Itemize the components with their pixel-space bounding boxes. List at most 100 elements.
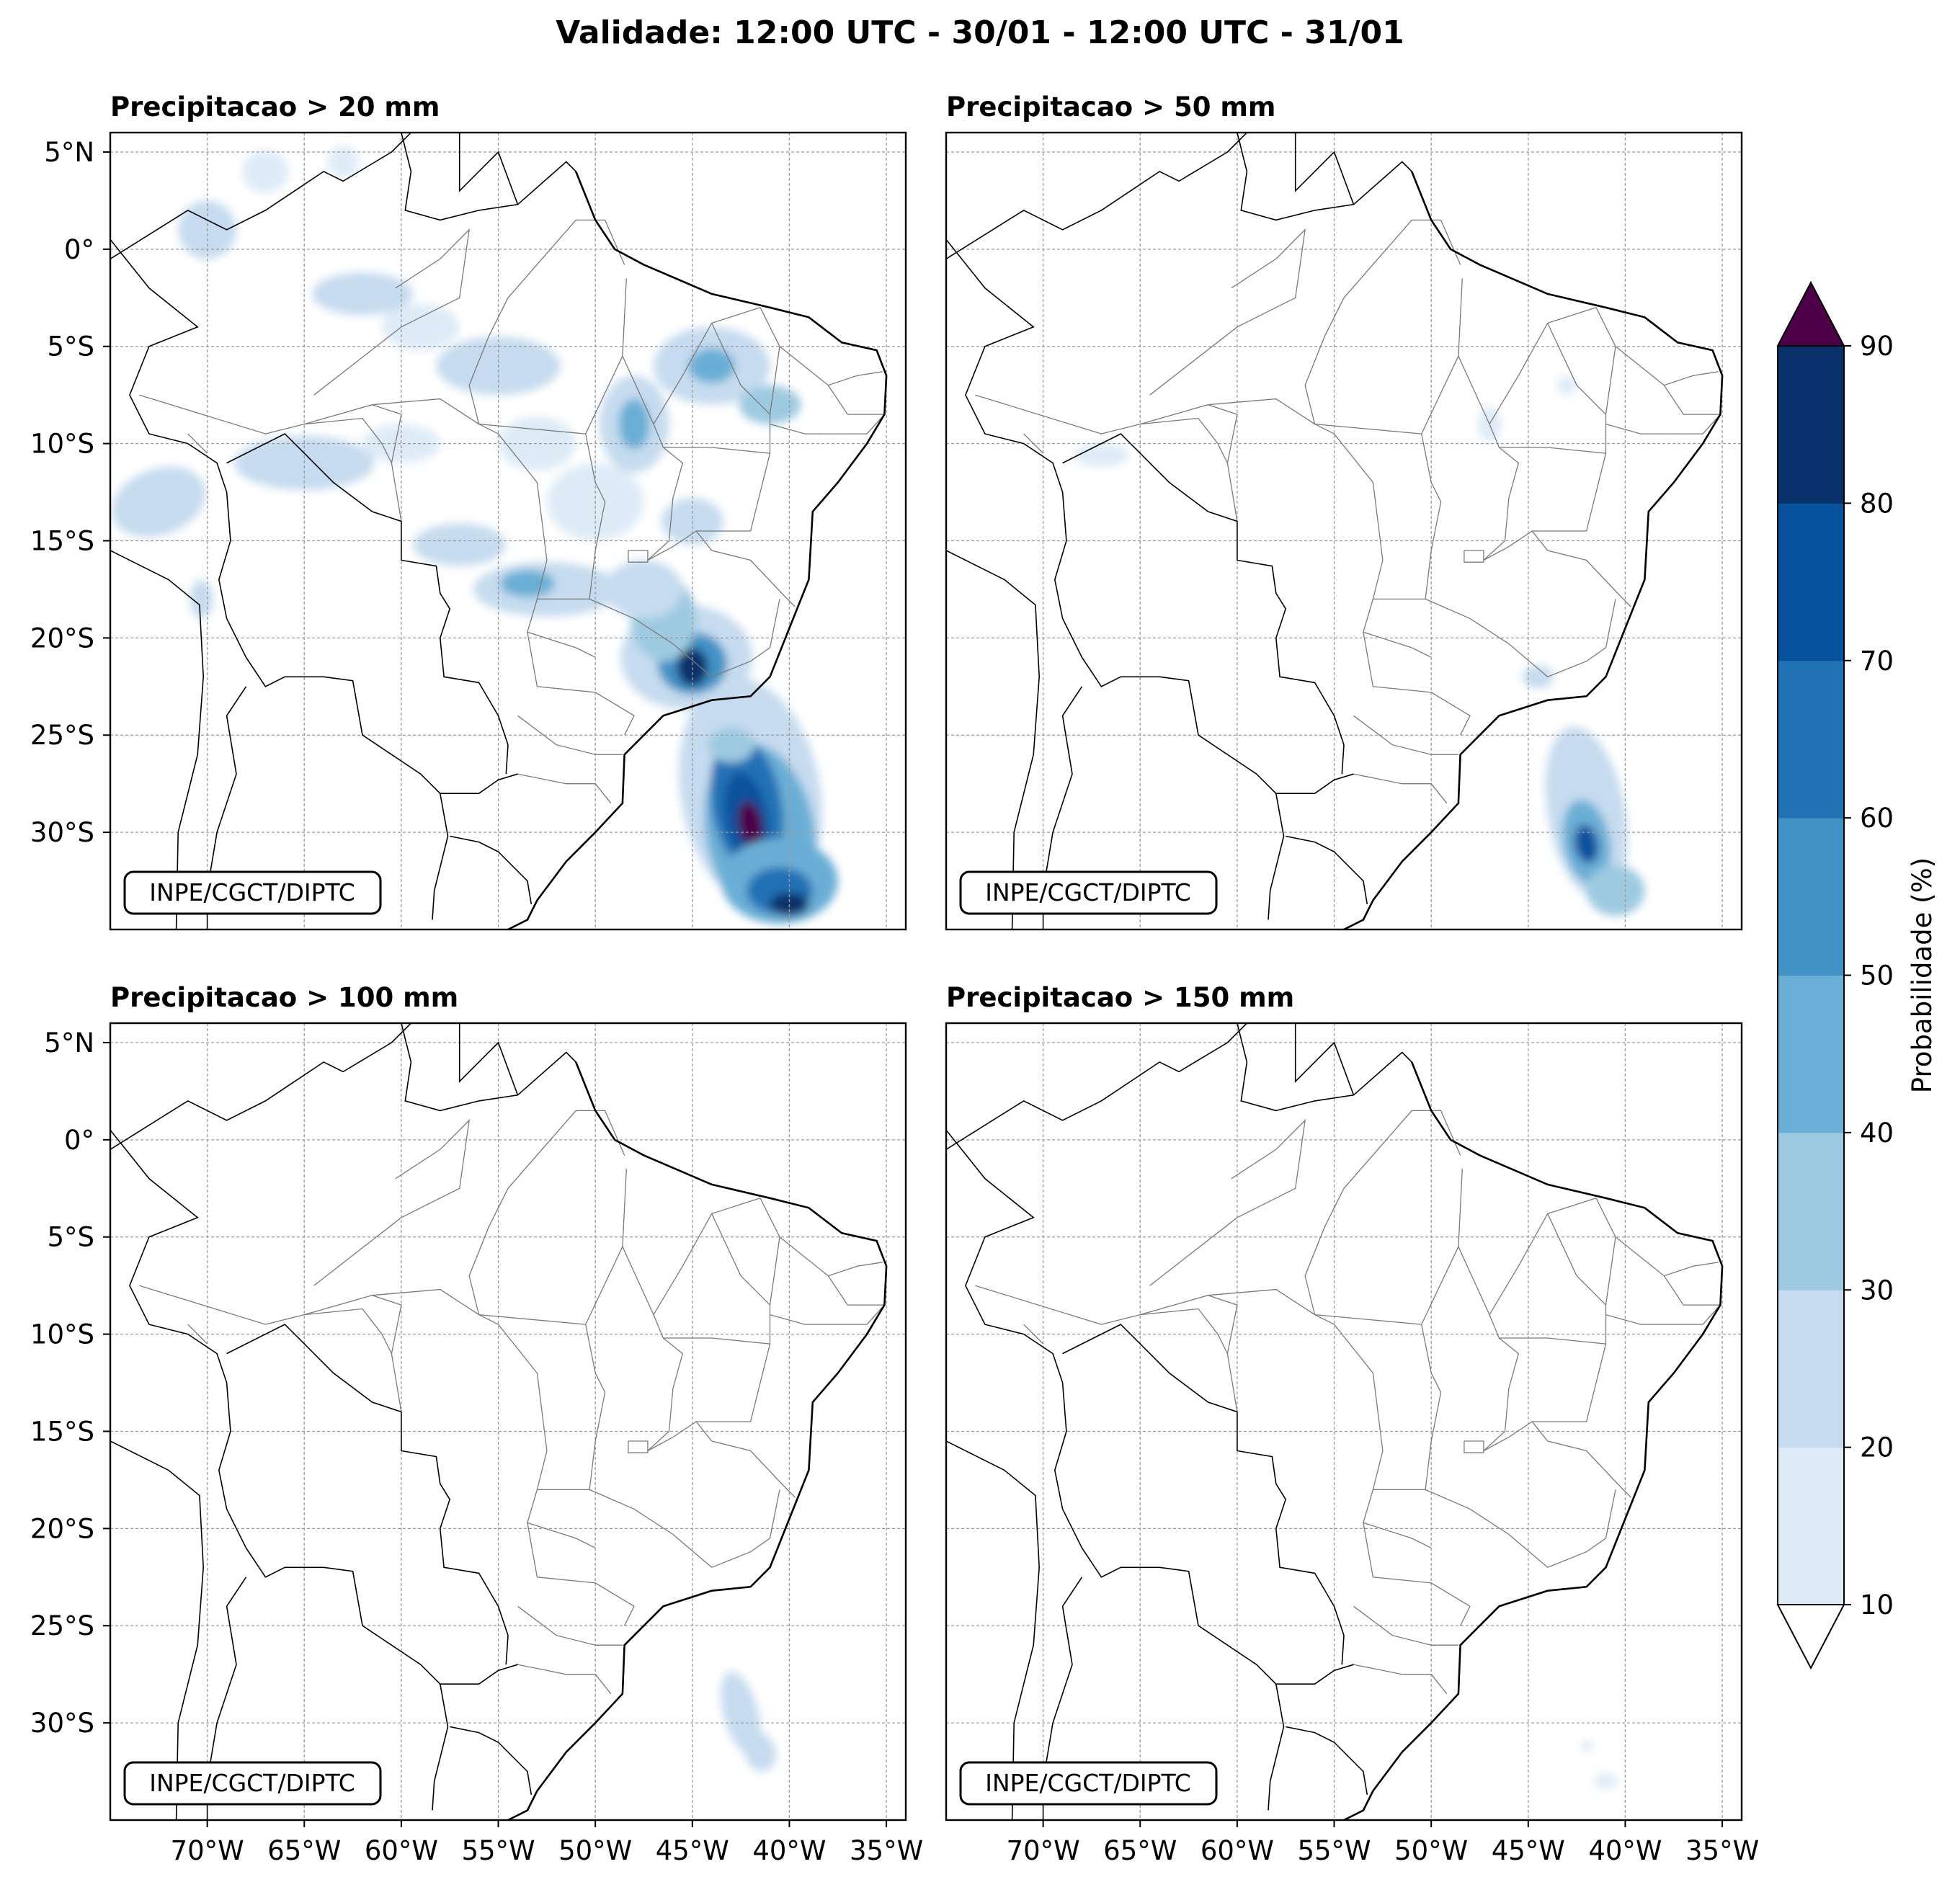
panels-layer: Precipitacao > 20 mm 5°N 0° 5°S 10°S 15°S 20°S… (30, 92, 1759, 1866)
lon-tick-label: 70°W (171, 1835, 244, 1866)
lon-tick-label: 35°W (850, 1835, 923, 1866)
probability-area (500, 569, 555, 597)
colorbar-tick-label: 90 (1860, 331, 1894, 362)
map-frame (945, 1022, 1743, 1822)
lon-tick-label: 50°W (558, 1835, 632, 1866)
lon-tick-label: 70°W (1007, 1835, 1080, 1866)
map-frame (109, 131, 907, 931)
probability-field (1580, 1740, 1618, 1789)
colorbar-segment (1778, 1447, 1844, 1605)
probability-field (721, 1671, 776, 1772)
probability-area (738, 801, 763, 848)
lon-tick-label: 60°W (365, 1835, 438, 1866)
lat-tick-label: 20°S (30, 1513, 94, 1544)
credit-text: INPE/CGCT/DIPTC (985, 1769, 1191, 1797)
credit-box (959, 1761, 1218, 1806)
country-borders (946, 1023, 1412, 1820)
lat-tick-label: 5°S (47, 1222, 94, 1253)
probability-area (605, 560, 683, 619)
lat-tick-label: 15°S (30, 525, 94, 556)
probability-area (190, 579, 213, 619)
panel-title: Precipitacao > 150 mm (946, 982, 1294, 1013)
lat-tick-label: 30°S (30, 817, 94, 848)
map-panel-3: Precipitacao > 100 mm 5°N 0° 5°S 10°S 15°S 20°… (30, 982, 923, 1866)
probability-area (677, 647, 708, 687)
lat-tick-label: 5°S (47, 331, 94, 362)
probability-area (1574, 824, 1599, 864)
probability-area (1580, 1740, 1592, 1752)
lon-tick-label: 35°W (1685, 1835, 1759, 1866)
probability-area (498, 416, 576, 471)
probability-area (1594, 1773, 1618, 1789)
credit-box (123, 870, 382, 915)
probability-area (770, 892, 809, 917)
credit-box (123, 1761, 382, 1806)
gridlines (110, 1023, 906, 1820)
probability-area (1557, 375, 1577, 396)
colorbar-label: Probabilidade (%) (1907, 857, 1938, 1093)
probability-area (112, 466, 206, 538)
probability-area (312, 272, 414, 316)
map-background (110, 1023, 906, 1820)
colorbar-tick-label: 50 (1860, 960, 1894, 991)
probability-area (1586, 865, 1645, 917)
colorbar-tick-label: 40 (1860, 1118, 1894, 1149)
probability-area (381, 303, 460, 351)
lat-tick-label: 5°N (44, 1027, 94, 1058)
gridlines (110, 133, 906, 929)
lat-tick-label: 0° (64, 234, 94, 265)
probability-area (327, 146, 359, 178)
lat-tick-label: 10°S (30, 1319, 94, 1350)
colorbar-extend-min (1776, 1604, 1845, 1670)
lat-tick-label: 10°S (30, 429, 94, 460)
credit-text: INPE/CGCT/DIPTC (149, 1769, 355, 1797)
colorbar-tick-label: 80 (1860, 488, 1894, 519)
credit-text: INPE/CGCT/DIPTC (149, 878, 355, 906)
probability-area (739, 385, 801, 424)
colorbar-segment (1778, 660, 1844, 819)
colorbar-segment (1778, 975, 1844, 1133)
lat-tick-label: 25°S (30, 720, 94, 751)
map-panel-2: Precipitacao > 50 mm INPE/CGCT/DIPTC (945, 92, 1743, 931)
colorbar-segment (1778, 1290, 1844, 1448)
map-panel-1: Precipitacao > 20 mm 5°N 0° 5°S 10°S 15°S 20°S… (30, 92, 907, 931)
lon-tick-label: 40°W (752, 1835, 826, 1866)
colorbar-tick-label: 60 (1860, 803, 1894, 834)
lat-tick-label: 20°S (30, 623, 94, 654)
credit-text: INPE/CGCT/DIPTC (985, 878, 1191, 906)
lon-tick-label: 55°W (1297, 1835, 1371, 1866)
lon-tick-label: 60°W (1200, 1835, 1274, 1866)
lon-tick-label: 65°W (267, 1835, 341, 1866)
probability-area (362, 424, 440, 463)
probability-area (688, 348, 736, 383)
country-borders (946, 133, 1412, 929)
probability-area (708, 727, 754, 763)
lat-tick-label: 30°S (30, 1708, 94, 1739)
lon-tick-label: 45°W (1492, 1835, 1565, 1866)
credit-box (959, 870, 1218, 915)
lon-tick-label: 55°W (461, 1835, 535, 1866)
coastline (507, 1061, 888, 1820)
coastline (1343, 1061, 1724, 1820)
country-borders (110, 133, 576, 929)
state-borders (975, 1110, 1721, 1695)
map-frame (945, 131, 1743, 931)
colorbar-tick-label: 20 (1860, 1432, 1894, 1463)
probability-area (413, 523, 507, 566)
lon-tick-label: 50°W (1394, 1835, 1468, 1866)
colorbar-tick-label: 70 (1860, 646, 1894, 677)
lat-tick-label: 5°N (44, 137, 94, 168)
coastline (507, 171, 888, 929)
lat-tick-label: 25°S (30, 1610, 94, 1641)
colorbar-segment (1778, 346, 1844, 504)
lat-tick-label: 0° (64, 1125, 94, 1156)
map-panel-4: Precipitacao > 150 mm 70°W 65°W 60°W 55°W 50°… (945, 982, 1759, 1866)
colorbar-extend-max (1776, 280, 1845, 347)
map-background (946, 1023, 1742, 1820)
probability-area (242, 150, 289, 193)
colorbar: 10 20 30 40 50 60 70 80 90 Probabilidade (%) (1776, 280, 1938, 1670)
colorbar-tick-label: 10 (1860, 1590, 1894, 1620)
panel-title: Precipitacao > 100 mm (110, 982, 458, 1013)
colorbar-segment (1778, 503, 1844, 661)
